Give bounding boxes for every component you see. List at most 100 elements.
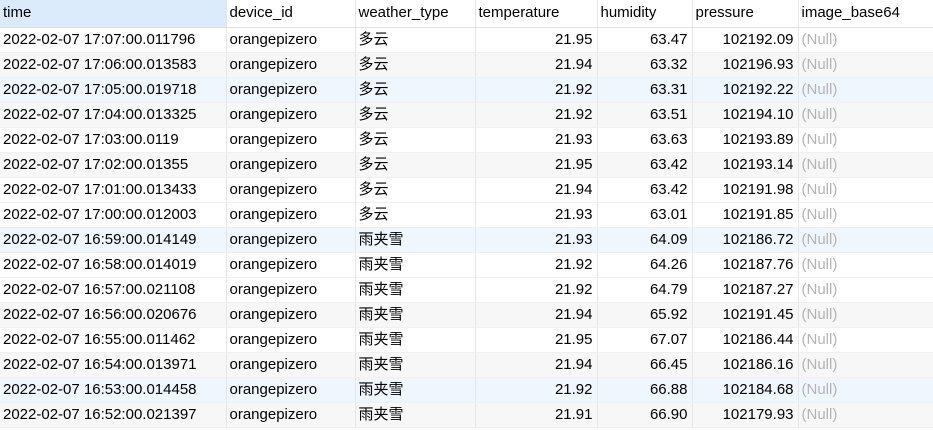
table-row[interactable]: 2022-02-07 17:04:00.013325 orangepizero 多云… <box>0 102 933 128</box>
cell-time[interactable]: 2022-02-07 17:06:00.013583 <box>0 52 227 78</box>
cell-time[interactable]: 2022-02-07 17:02:00.01355 <box>0 152 227 178</box>
cell-temperature[interactable]: 21.93 <box>475 127 598 153</box>
cell-weather-type[interactable]: 雨夹雪 <box>355 327 476 353</box>
cell-device-id[interactable]: orangepizero <box>226 77 356 103</box>
cell-pressure[interactable]: 102192.09 <box>692 27 799 53</box>
column-header-time[interactable]: time <box>0 0 227 28</box>
column-header-humidity[interactable]: humidity <box>597 0 693 28</box>
column-header-temperature[interactable]: temperature <box>475 0 598 28</box>
cell-pressure[interactable]: 102196.93 <box>692 52 799 78</box>
cell-humidity[interactable]: 64.79 <box>597 277 693 303</box>
cell-weather-type[interactable]: 多云 <box>355 177 476 203</box>
cell-weather-type[interactable]: 雨夹雪 <box>355 377 476 403</box>
cell-image-base64[interactable]: (Null) <box>798 302 933 328</box>
cell-time[interactable]: 2022-02-07 16:57:00.021108 <box>0 277 227 303</box>
column-header-weather-type[interactable]: weather_type <box>355 0 476 28</box>
cell-weather-type[interactable]: 雨夹雪 <box>355 352 476 378</box>
cell-pressure[interactable]: 102193.14 <box>692 152 799 178</box>
cell-time[interactable]: 2022-02-07 17:05:00.019718 <box>0 77 227 103</box>
cell-temperature[interactable]: 21.92 <box>475 102 598 128</box>
cell-temperature[interactable]: 21.92 <box>475 77 598 103</box>
cell-weather-type[interactable]: 雨夹雪 <box>355 402 476 428</box>
cell-humidity[interactable]: 66.90 <box>597 402 693 428</box>
cell-temperature[interactable]: 21.94 <box>475 177 598 203</box>
cell-temperature[interactable]: 21.95 <box>475 152 598 178</box>
cell-time[interactable]: 2022-02-07 16:56:00.020676 <box>0 302 227 328</box>
cell-pressure[interactable]: 102192.22 <box>692 77 799 103</box>
cell-pressure[interactable]: 102187.76 <box>692 252 799 278</box>
cell-weather-type[interactable]: 多云 <box>355 27 476 53</box>
cell-humidity[interactable]: 65.92 <box>597 302 693 328</box>
cell-weather-type[interactable]: 多云 <box>355 102 476 128</box>
cell-pressure[interactable]: 102191.85 <box>692 202 799 228</box>
cell-weather-type[interactable]: 多云 <box>355 127 476 153</box>
cell-time[interactable]: 2022-02-07 16:53:00.014458 <box>0 377 227 403</box>
cell-time[interactable]: 2022-02-07 17:07:00.011796 <box>0 27 227 53</box>
cell-weather-type[interactable]: 雨夹雪 <box>355 227 476 253</box>
table-row[interactable]: 2022-02-07 17:03:00.0119 orangepizero 多云 21… <box>0 127 933 153</box>
cell-temperature[interactable]: 21.94 <box>475 52 598 78</box>
table-row[interactable]: 2022-02-07 16:59:00.014149 orangepizero 雨夹… <box>0 227 933 253</box>
cell-device-id[interactable]: orangepizero <box>226 202 356 228</box>
table-row[interactable]: 2022-02-07 16:52:00.021397 orangepizero 雨夹… <box>0 402 933 428</box>
cell-humidity[interactable]: 63.51 <box>597 102 693 128</box>
cell-image-base64[interactable]: (Null) <box>798 202 933 228</box>
cell-temperature[interactable]: 21.94 <box>475 302 598 328</box>
cell-time[interactable]: 2022-02-07 17:04:00.013325 <box>0 102 227 128</box>
table-row[interactable]: 2022-02-07 16:55:00.011462 orangepizero 雨夹… <box>0 327 933 353</box>
cell-image-base64[interactable]: (Null) <box>798 177 933 203</box>
table-row[interactable]: 2022-02-07 17:06:00.013583 orangepizero 多云… <box>0 52 933 78</box>
cell-device-id[interactable]: orangepizero <box>226 277 356 303</box>
table-row[interactable]: 2022-02-07 17:02:00.01355 orangepizero 多云 2… <box>0 152 933 178</box>
cell-time[interactable]: 2022-02-07 17:03:00.0119 <box>0 127 227 153</box>
cell-image-base64[interactable]: (Null) <box>798 152 933 178</box>
cell-time[interactable]: 2022-02-07 17:01:00.013433 <box>0 177 227 203</box>
cell-image-base64[interactable]: (Null) <box>798 352 933 378</box>
cell-pressure[interactable]: 102184.68 <box>692 377 799 403</box>
cell-pressure[interactable]: 102186.72 <box>692 227 799 253</box>
cell-temperature[interactable]: 21.91 <box>475 402 598 428</box>
cell-image-base64[interactable]: (Null) <box>798 402 933 428</box>
column-header-pressure[interactable]: pressure <box>692 0 799 28</box>
cell-humidity[interactable]: 63.01 <box>597 202 693 228</box>
cell-temperature[interactable]: 21.92 <box>475 277 598 303</box>
table-row[interactable]: 2022-02-07 16:53:00.014458 orangepizero 雨夹… <box>0 377 933 403</box>
cell-device-id[interactable]: orangepizero <box>226 152 356 178</box>
cell-image-base64[interactable]: (Null) <box>798 102 933 128</box>
cell-device-id[interactable]: orangepizero <box>226 127 356 153</box>
cell-humidity[interactable]: 67.07 <box>597 327 693 353</box>
cell-humidity[interactable]: 63.63 <box>597 127 693 153</box>
cell-weather-type[interactable]: 多云 <box>355 77 476 103</box>
cell-time[interactable]: 2022-02-07 16:59:00.014149 <box>0 227 227 253</box>
cell-image-base64[interactable]: (Null) <box>798 127 933 153</box>
cell-pressure[interactable]: 102186.16 <box>692 352 799 378</box>
cell-humidity[interactable]: 64.09 <box>597 227 693 253</box>
table-row[interactable]: 2022-02-07 17:05:00.019718 orangepizero 多云… <box>0 77 933 103</box>
cell-humidity[interactable]: 66.45 <box>597 352 693 378</box>
cell-device-id[interactable]: orangepizero <box>226 377 356 403</box>
cell-temperature[interactable]: 21.93 <box>475 202 598 228</box>
cell-image-base64[interactable]: (Null) <box>798 52 933 78</box>
cell-time[interactable]: 2022-02-07 16:54:00.013971 <box>0 352 227 378</box>
table-row[interactable]: 2022-02-07 16:54:00.013971 orangepizero 雨夹… <box>0 352 933 378</box>
table-row[interactable]: 2022-02-07 17:07:00.011796 orangepizero 多云… <box>0 27 933 53</box>
cell-device-id[interactable]: orangepizero <box>226 402 356 428</box>
cell-pressure[interactable]: 102187.27 <box>692 277 799 303</box>
cell-device-id[interactable]: orangepizero <box>226 252 356 278</box>
cell-device-id[interactable]: orangepizero <box>226 27 356 53</box>
cell-pressure[interactable]: 102191.45 <box>692 302 799 328</box>
cell-device-id[interactable]: orangepizero <box>226 227 356 253</box>
cell-device-id[interactable]: orangepizero <box>226 52 356 78</box>
cell-humidity[interactable]: 63.31 <box>597 77 693 103</box>
cell-weather-type[interactable]: 雨夹雪 <box>355 252 476 278</box>
cell-humidity[interactable]: 64.26 <box>597 252 693 278</box>
cell-pressure[interactable]: 102191.98 <box>692 177 799 203</box>
cell-image-base64[interactable]: (Null) <box>798 277 933 303</box>
table-row[interactable]: 2022-02-07 16:57:00.021108 orangepizero 雨夹… <box>0 277 933 303</box>
cell-image-base64[interactable]: (Null) <box>798 227 933 253</box>
cell-temperature[interactable]: 21.95 <box>475 327 598 353</box>
cell-image-base64[interactable]: (Null) <box>798 27 933 53</box>
cell-temperature[interactable]: 21.92 <box>475 252 598 278</box>
cell-pressure[interactable]: 102194.10 <box>692 102 799 128</box>
